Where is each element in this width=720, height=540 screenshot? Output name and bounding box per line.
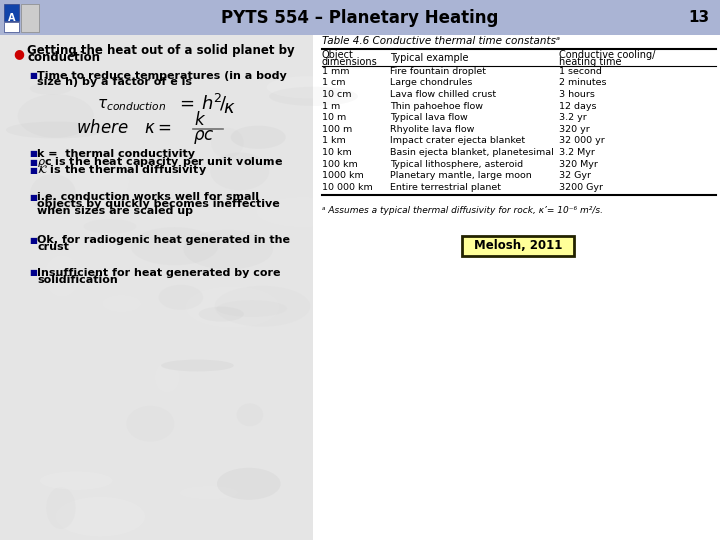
Text: when sizes are scaled up: when sizes are scaled up	[37, 206, 194, 216]
Text: 3 hours: 3 hours	[559, 90, 595, 99]
Text: Impact crater ejecta blanket: Impact crater ejecta blanket	[390, 137, 526, 145]
Text: ■: ■	[29, 158, 37, 166]
Text: Planetary mantle, large moon: Planetary mantle, large moon	[390, 171, 532, 180]
Text: dimensions: dimensions	[322, 57, 377, 66]
Text: 320 Myr: 320 Myr	[559, 160, 598, 168]
Text: ■: ■	[29, 193, 37, 201]
Text: 10 000 km: 10 000 km	[322, 183, 372, 192]
Text: Typical lava flow: Typical lava flow	[390, 113, 468, 122]
Text: 3.2 Myr: 3.2 Myr	[559, 148, 595, 157]
Text: $\kappa$: $\kappa$	[223, 99, 235, 117]
Text: Typical lithosphere, asteroid: Typical lithosphere, asteroid	[390, 160, 523, 168]
Text: ■: ■	[29, 268, 37, 277]
Text: 100 m: 100 m	[322, 125, 352, 134]
Text: $\kappa =$: $\kappa =$	[144, 119, 171, 137]
Text: Ok, for radiogenic heat generated in the: Ok, for radiogenic heat generated in the	[37, 235, 290, 245]
Text: k =  thermal conductivity: k = thermal conductivity	[37, 149, 195, 159]
Text: 1 second: 1 second	[559, 67, 603, 76]
Text: 10 cm: 10 cm	[322, 90, 351, 99]
Text: Fire fountain droplet: Fire fountain droplet	[390, 67, 486, 76]
Text: 1 mm: 1 mm	[322, 67, 349, 76]
Text: $\rho$c is the heat capacity per unit volume: $\rho$c is the heat capacity per unit vo…	[37, 155, 284, 169]
Text: ᵃ Assumes a typical thermal diffusivity for rock, κ’= 10⁻⁶ m²/s.: ᵃ Assumes a typical thermal diffusivity …	[322, 206, 603, 215]
Text: $= \, h^2\! /$: $= \, h^2\! /$	[176, 92, 228, 113]
Text: 13: 13	[688, 10, 709, 25]
Text: Table 4.6 Conductive thermal time constantsᵃ: Table 4.6 Conductive thermal time consta…	[322, 36, 560, 45]
Text: 1 m: 1 m	[322, 102, 340, 111]
Text: 100 km: 100 km	[322, 160, 358, 168]
Text: Lava flow chilled crust: Lava flow chilled crust	[390, 90, 496, 99]
Text: Time to reduce temperatures (in a body: Time to reduce temperatures (in a body	[37, 71, 287, 80]
Text: Melosh, 2011: Melosh, 2011	[474, 239, 562, 253]
Text: 1 cm: 1 cm	[322, 78, 346, 87]
Text: 3.2 yr: 3.2 yr	[559, 113, 588, 122]
Text: ■: ■	[29, 166, 37, 174]
Text: Large chondrules: Large chondrules	[390, 78, 472, 87]
Text: 1 km: 1 km	[322, 137, 346, 145]
Text: Entire terrestrial planet: Entire terrestrial planet	[390, 183, 501, 192]
Text: 32 000 yr: 32 000 yr	[559, 137, 606, 145]
Text: $\mathcal{K}$ is the thermal diffusivity: $\mathcal{K}$ is the thermal diffusivity	[37, 163, 207, 177]
Text: i.e. conduction works well for small: i.e. conduction works well for small	[37, 192, 259, 202]
Text: $\mathit{where}$: $\mathit{where}$	[76, 119, 128, 137]
Text: conduction: conduction	[27, 51, 100, 64]
Text: ●: ●	[13, 48, 24, 60]
Text: 320 yr: 320 yr	[559, 125, 590, 134]
Text: 2 minutes: 2 minutes	[559, 78, 607, 87]
Text: Thin pahoehoe flow: Thin pahoehoe flow	[390, 102, 483, 111]
Text: ■: ■	[29, 236, 37, 245]
Text: heating time: heating time	[559, 57, 622, 66]
Text: Object: Object	[322, 50, 354, 60]
Text: 32 Gyr: 32 Gyr	[559, 171, 591, 180]
Text: 3200 Gyr: 3200 Gyr	[559, 183, 603, 192]
Text: 1000 km: 1000 km	[322, 171, 364, 180]
Text: crust: crust	[37, 242, 69, 252]
Text: $\tau_{conduction}$: $\tau_{conduction}$	[97, 97, 166, 113]
Text: Conductive cooling/: Conductive cooling/	[559, 50, 656, 60]
Text: Getting the heat out of a solid planet by: Getting the heat out of a solid planet b…	[27, 44, 295, 57]
Text: $\rho c$: $\rho c$	[193, 127, 215, 146]
Text: PYTS 554 – Planetary Heating: PYTS 554 – Planetary Heating	[221, 9, 499, 26]
Text: 12 days: 12 days	[559, 102, 597, 111]
Text: Insufficient for heat generated by core: Insufficient for heat generated by core	[37, 268, 281, 278]
Text: ■: ■	[29, 150, 37, 158]
Text: solidification: solidification	[37, 275, 118, 285]
Text: ■: ■	[29, 71, 37, 80]
Text: $k$: $k$	[194, 111, 207, 130]
Text: A: A	[8, 12, 15, 23]
Text: Basin ejecta blanket, planetesimal: Basin ejecta blanket, planetesimal	[390, 148, 554, 157]
Text: 10 m: 10 m	[322, 113, 346, 122]
Text: 10 km: 10 km	[322, 148, 351, 157]
Text: Rhyolite lava flow: Rhyolite lava flow	[390, 125, 474, 134]
Text: size h) by a factor of e is: size h) by a factor of e is	[37, 77, 192, 87]
Text: objects by quickly becomes ineffective: objects by quickly becomes ineffective	[37, 199, 280, 209]
Text: Typical example: Typical example	[390, 53, 469, 63]
